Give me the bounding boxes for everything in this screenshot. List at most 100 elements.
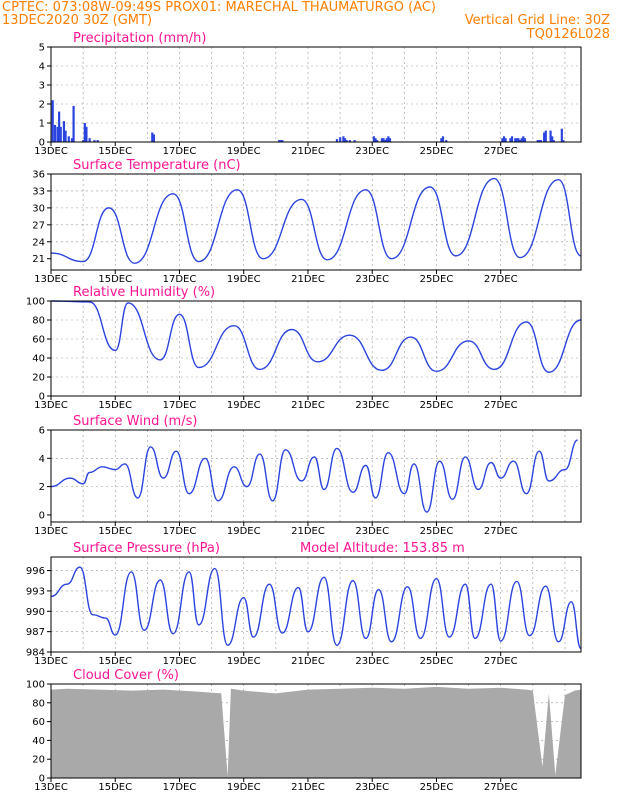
precip-bar — [387, 136, 390, 142]
precip-ytick-label: 2 — [39, 100, 45, 111]
wind-ytick-label: 6 — [39, 426, 45, 437]
press-xtick-label: 21DEC — [291, 656, 325, 667]
cloud-xtick-label: 21DEC — [291, 782, 325, 793]
press-xtick-label: 13DEC — [34, 656, 68, 667]
press-xtick-label: 15DEC — [98, 656, 132, 667]
rh-xtick-label: 21DEC — [291, 400, 325, 411]
precip-bar — [518, 140, 522, 142]
press-annotation: Model Altitude: 153.85 m — [300, 541, 465, 556]
precip-bar — [339, 137, 342, 142]
press-ytick-label: 990 — [26, 607, 45, 618]
wind-xtick-label: 23DEC — [355, 526, 389, 537]
temp-xtick-label: 25DEC — [420, 274, 454, 285]
precip-xtick-label: 25DEC — [420, 146, 454, 157]
cloud-xtick-label: 17DEC — [163, 782, 197, 793]
wind-line — [50, 439, 579, 513]
precip-ytick-label: 1 — [39, 119, 45, 130]
precip-bar — [514, 138, 517, 142]
press-frame — [50, 556, 582, 653]
precip-bar — [502, 136, 506, 142]
cloud-xtick-label: 15DEC — [98, 782, 132, 793]
temp-xtick-label: 13DEC — [34, 274, 68, 285]
wind-xtick-label: 21DEC — [291, 526, 325, 537]
precip-bar — [441, 136, 445, 142]
wind-xtick-label: 25DEC — [420, 526, 454, 537]
precip-bar — [83, 123, 86, 142]
precip-bar — [445, 140, 448, 142]
precip-bar — [522, 136, 525, 142]
cloud-ytick-label: 80 — [32, 698, 45, 709]
precip-bar — [562, 140, 565, 142]
rh-line — [50, 300, 582, 373]
precip-ytick-label: 0 — [39, 138, 45, 149]
rh-ytick-label: 40 — [32, 354, 45, 365]
header-model-code: TQ0126L028 — [526, 27, 610, 42]
precip-bar — [552, 140, 555, 142]
precip-bar — [536, 140, 539, 142]
temp-frame — [50, 173, 582, 271]
press-xtick-label: 19DEC — [227, 656, 261, 667]
precip-xtick-label: 17DEC — [163, 146, 197, 157]
precip-bar — [385, 138, 388, 142]
wind-xtick-label: 17DEC — [163, 526, 197, 537]
precip-xtick-label: 27DEC — [484, 146, 518, 157]
precip-bar — [279, 140, 282, 142]
wind-ytick-label: 4 — [39, 454, 45, 465]
wind-xtick-label: 19DEC — [227, 526, 261, 537]
precip-bar — [504, 138, 507, 142]
rh-ytick-label: 80 — [32, 316, 45, 327]
precip-bar — [348, 140, 351, 142]
cloud-frame — [50, 683, 582, 779]
precip-bar — [96, 140, 99, 142]
wind-ytick-label: 2 — [39, 482, 45, 493]
rh-xtick-label: 23DEC — [355, 400, 389, 411]
precip-bar — [440, 138, 443, 142]
precip-bar — [342, 136, 345, 142]
precip-bar — [345, 140, 348, 142]
temp-xtick-label: 15DEC — [98, 274, 132, 285]
cloud-title: Cloud Cover (%) — [73, 668, 179, 683]
rh-xtick-label: 19DEC — [227, 400, 261, 411]
temp-xtick-label: 27DEC — [484, 274, 518, 285]
press-ytick-label: 993 — [26, 586, 45, 597]
precip-bar — [85, 126, 88, 142]
precip-bar — [384, 140, 387, 142]
cloud-xtick-label: 27DEC — [484, 782, 518, 793]
temp-ytick-label: 30 — [32, 203, 45, 214]
press-line — [50, 566, 582, 650]
temp-xtick-label: 19DEC — [227, 274, 261, 285]
cloud-xtick-label: 23DEC — [355, 782, 389, 793]
precip-xtick-label: 19DEC — [227, 146, 261, 157]
precip-bar — [59, 126, 62, 142]
precip-bar — [93, 140, 96, 142]
wind-xtick-label: 15DEC — [98, 526, 132, 537]
precip-ytick-label: 5 — [39, 43, 45, 54]
precip-bar — [70, 138, 74, 142]
temp-line — [50, 177, 582, 264]
press-xtick-label: 23DEC — [355, 656, 389, 667]
precip-bar — [374, 138, 377, 142]
precip-bar — [151, 132, 154, 142]
precip-bar — [382, 138, 385, 142]
precip-bar — [152, 134, 155, 142]
cloud-ytick-label: 100 — [26, 680, 45, 691]
temp-ytick-label: 24 — [32, 237, 45, 248]
wind-frame — [50, 429, 582, 523]
precip-bar — [372, 136, 376, 142]
wind-xtick-label: 13DEC — [34, 526, 68, 537]
wind-xtick-label: 27DEC — [484, 526, 518, 537]
cloud-ytick-label: 0 — [39, 774, 45, 785]
header-line1: CPTEC: 073:08W-09:49S PROX01: MARECHAL T… — [2, 0, 437, 15]
precip-bar — [520, 138, 523, 142]
press-ytick-label: 996 — [26, 566, 45, 577]
precip-bar — [510, 136, 514, 142]
press-xtick-label: 27DEC — [484, 656, 518, 667]
precip-bar — [549, 130, 552, 142]
precip-bar — [517, 138, 520, 142]
precip-bar — [281, 140, 284, 142]
precip-bar — [515, 138, 518, 142]
temp-ytick-label: 33 — [32, 186, 45, 197]
header-date: 13DEC2020 30Z (GMT) — [2, 13, 153, 28]
cloud-ytick-label: 40 — [32, 736, 45, 747]
precip-xtick-label: 23DEC — [355, 146, 389, 157]
